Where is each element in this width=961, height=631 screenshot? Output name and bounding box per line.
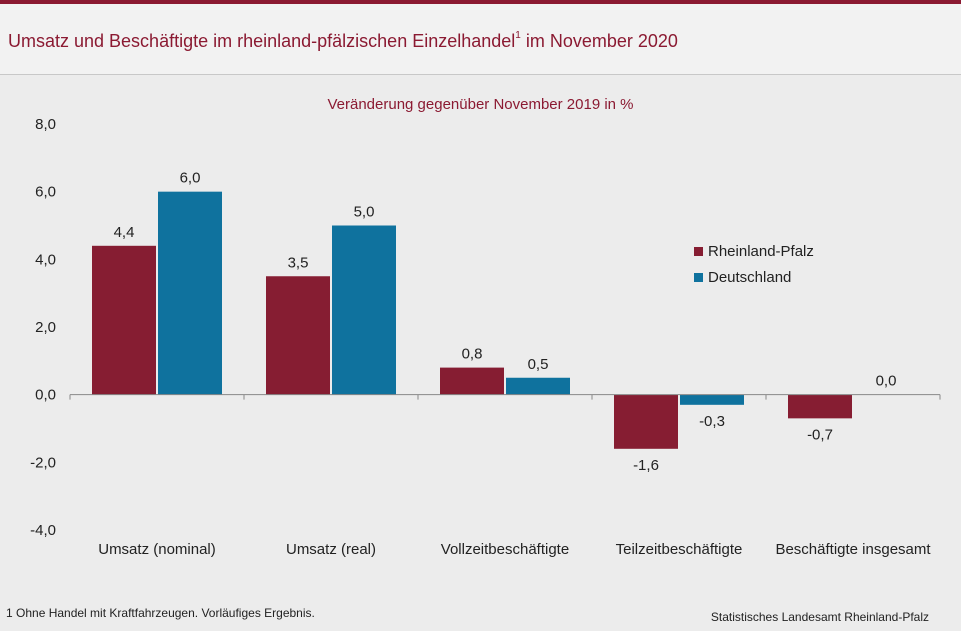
bar-deutschland xyxy=(506,377,570,395)
legend-item-rheinland-pfalz: Rheinland-Pfalz xyxy=(694,238,814,264)
data-label: 4,4 xyxy=(114,224,135,241)
data-label: 0,0 xyxy=(876,373,897,390)
legend-item-deutschland: Deutschland xyxy=(694,264,814,290)
data-label: 0,5 xyxy=(528,356,549,373)
legend-label-deutschland: Deutschland xyxy=(708,268,792,286)
bar-rheinland-pfalz xyxy=(788,394,852,419)
data-label: 3,5 xyxy=(288,254,309,271)
chart-title: Umsatz und Beschäftigte im rheinland-pfä… xyxy=(8,30,678,51)
legend-swatch-rheinland-pfalz xyxy=(694,246,703,256)
bar-deutschland xyxy=(332,225,396,395)
y-tick-label: -4,0 xyxy=(30,522,56,539)
y-tick-label: -2,0 xyxy=(30,454,56,471)
header: Umsatz und Beschäftigte im rheinland-pfä… xyxy=(0,4,961,75)
data-label: 5,0 xyxy=(354,204,375,221)
bar-rheinland-pfalz xyxy=(92,245,156,395)
bar-deutschland xyxy=(680,394,744,405)
data-label: -1,6 xyxy=(633,457,659,474)
x-category-label: Umsatz (nominal) xyxy=(98,541,216,558)
data-label: -0,7 xyxy=(807,426,833,443)
bar-rheinland-pfalz xyxy=(440,367,504,395)
top-accent-bar xyxy=(0,0,961,4)
legend-swatch-deutschland xyxy=(694,272,703,282)
data-label: 6,0 xyxy=(180,170,201,187)
legend-label-rheinland-pfalz: Rheinland-Pfalz xyxy=(708,242,814,260)
data-label: -0,3 xyxy=(699,413,725,430)
legend: Rheinland-Pfalz Deutschland xyxy=(694,238,814,290)
y-tick-label: 8,0 xyxy=(35,116,56,133)
y-tick-label: 4,0 xyxy=(35,251,56,268)
y-tick-label: 6,0 xyxy=(35,184,56,201)
chart-subtitle: Veränderung gegenüber November 2019 in % xyxy=(327,96,634,113)
source-note: Statistisches Landesamt Rheinland-Pfalz xyxy=(710,610,929,624)
y-tick-label: 0,0 xyxy=(35,387,56,404)
x-category-label: Teilzeitbeschäftigte xyxy=(616,541,743,558)
footnote: 1 Ohne Handel mit Kraftfahrzeugen. Vorlä… xyxy=(6,606,315,620)
y-tick-label: 2,0 xyxy=(35,319,56,336)
bar-deutschland xyxy=(158,191,222,395)
bar-rheinland-pfalz xyxy=(266,276,330,395)
bar-rheinland-pfalz xyxy=(614,394,678,449)
x-category-label: Beschäftigte insgesamt xyxy=(775,541,931,558)
x-category-label: Vollzeitbeschäftigte xyxy=(441,541,569,558)
data-label: 0,8 xyxy=(462,346,483,363)
x-category-label: Umsatz (real) xyxy=(286,541,376,558)
